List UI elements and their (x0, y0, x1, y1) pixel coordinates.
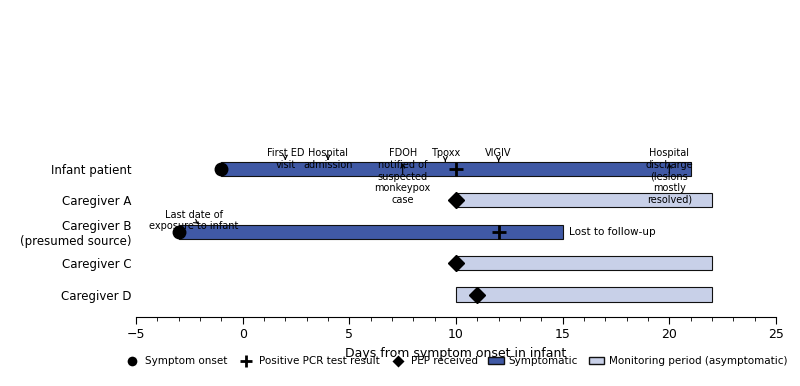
Bar (222, 162, 690, 176)
Text: Hospital
discharge
(lesions
mostly
resolved): Hospital discharge (lesions mostly resol… (646, 148, 693, 205)
Text: Tpoxx: Tpoxx (430, 148, 460, 161)
Bar (456, 193, 712, 207)
X-axis label: Days from symptom onset in infant: Days from symptom onset in infant (346, 347, 566, 360)
Legend: Symptom onset, Positive PCR test result, PEP received, Symptomatic, Monitoring p: Symptom onset, Positive PCR test result,… (120, 352, 792, 371)
Bar (456, 288, 712, 301)
Bar (456, 256, 712, 270)
Text: Lost to follow-up: Lost to follow-up (569, 227, 656, 237)
Text: First ED
visit: First ED visit (266, 148, 304, 170)
Text: FDOH
notified of
suspected
monkeypox
case: FDOH notified of suspected monkeypox cas… (374, 148, 430, 205)
Text: VIGIV: VIGIV (486, 148, 512, 161)
Text: Last date of
exposure to infant: Last date of exposure to infant (149, 210, 238, 231)
Text: Hospital
admission: Hospital admission (303, 148, 353, 170)
Bar (178, 225, 562, 239)
